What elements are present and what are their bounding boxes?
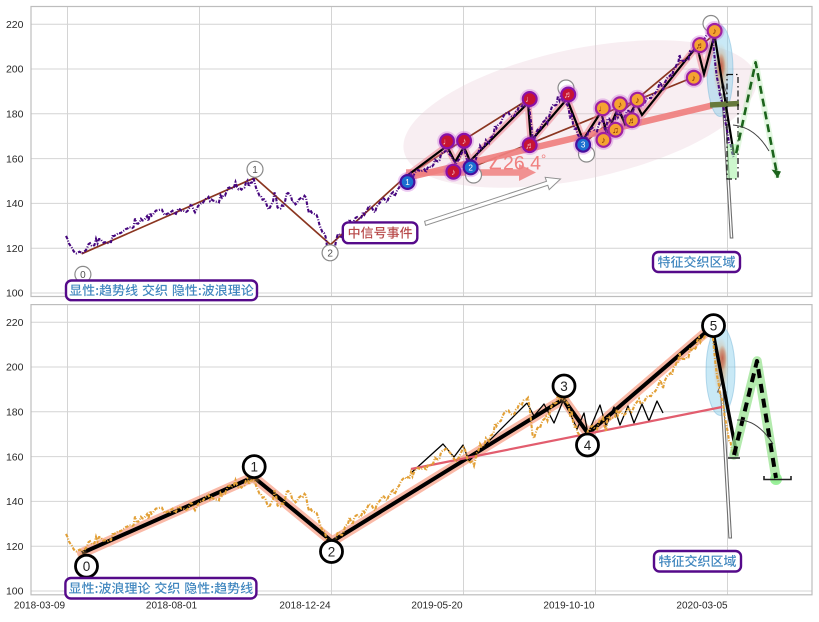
- svg-text:2018-03-09: 2018-03-09: [14, 601, 66, 612]
- svg-text:♬: ♬: [628, 115, 637, 125]
- svg-text:♪: ♪: [618, 100, 623, 110]
- svg-text:1: 1: [252, 165, 258, 176]
- svg-text:♪: ♪: [451, 167, 456, 177]
- svg-text:1: 1: [405, 178, 410, 187]
- svg-text:2: 2: [468, 163, 473, 172]
- svg-text:♪: ♪: [712, 26, 717, 36]
- svg-text:4: 4: [584, 438, 592, 453]
- svg-text:♪: ♪: [462, 136, 467, 146]
- svg-text:♫: ♫: [612, 125, 619, 135]
- svg-text:♩: ♩: [443, 137, 452, 147]
- svg-text:0: 0: [80, 270, 86, 281]
- svg-text:2020-03-05: 2020-03-05: [676, 601, 728, 612]
- svg-text:1: 1: [250, 459, 258, 474]
- svg-text:120: 120: [6, 243, 24, 255]
- svg-text:180: 180: [6, 407, 24, 419]
- svg-text:5: 5: [710, 318, 718, 333]
- svg-text:♪: ♪: [635, 95, 640, 105]
- svg-text:♩: ♩: [525, 94, 534, 104]
- svg-text:140: 140: [6, 496, 24, 508]
- svg-text:2: 2: [327, 248, 333, 259]
- svg-text:0: 0: [83, 559, 91, 574]
- svg-text:26.4°: 26.4°: [503, 152, 546, 175]
- svg-text:100: 100: [6, 586, 24, 598]
- svg-text:140: 140: [6, 198, 24, 210]
- svg-text:♪: ♪: [601, 135, 606, 145]
- svg-text:100: 100: [6, 288, 24, 300]
- svg-text:♩: ♩: [598, 104, 607, 114]
- svg-text:200: 200: [6, 64, 24, 76]
- svg-text:♬: ♬: [525, 140, 534, 150]
- svg-text:220: 220: [6, 317, 24, 329]
- svg-text:2019-05-20: 2019-05-20: [411, 601, 463, 612]
- svg-text:♬: ♬: [696, 40, 705, 50]
- svg-text:♪: ♪: [692, 73, 697, 83]
- svg-text:2: 2: [328, 544, 336, 559]
- svg-text:3: 3: [560, 379, 568, 394]
- svg-text:160: 160: [6, 451, 24, 463]
- svg-text:2018-08-01: 2018-08-01: [146, 601, 198, 612]
- svg-text:180: 180: [6, 109, 24, 121]
- svg-text:120: 120: [6, 541, 24, 553]
- svg-text:2018-12-24: 2018-12-24: [279, 601, 331, 612]
- svg-text:♬: ♬: [564, 90, 573, 100]
- svg-text:3: 3: [581, 141, 586, 150]
- svg-text:220: 220: [6, 19, 24, 31]
- svg-text:200: 200: [6, 362, 24, 374]
- svg-text:2019-10-10: 2019-10-10: [543, 601, 595, 612]
- svg-text:160: 160: [6, 153, 24, 165]
